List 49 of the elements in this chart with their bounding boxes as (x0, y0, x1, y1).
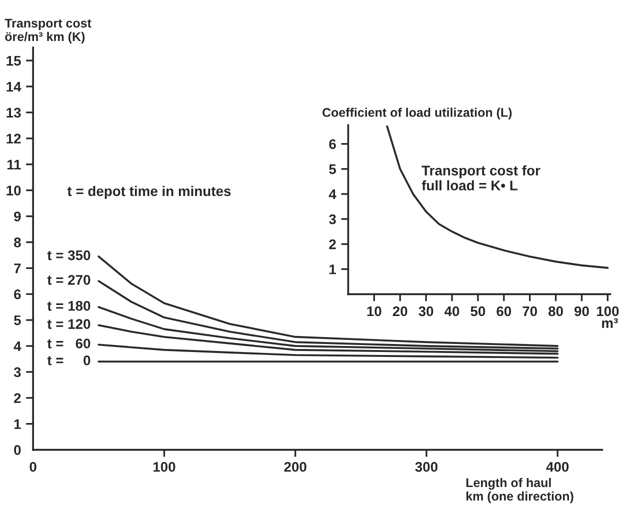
x-tick-label: 0 (30, 462, 36, 472)
y-tick-label: 1 (14, 419, 21, 429)
y-tick-label: 0 (14, 445, 21, 455)
x-axis-title: m³ (602, 318, 618, 328)
x-axis-title: Length of haul km (one direction) (466, 478, 574, 504)
x-tick-label: 20 (392, 306, 408, 316)
y-tick-label: 8 (14, 238, 21, 248)
y-tick-label: 12 (6, 134, 21, 144)
annotation: Transport cost for full load = K• L (422, 165, 540, 190)
series-label: t = 180 (47, 300, 90, 311)
x-tick-label: 300 (415, 462, 438, 472)
y-tick-label: 6 (14, 289, 21, 300)
x-tick-label: 100 (153, 462, 176, 472)
y-tick-label: 2 (329, 239, 336, 250)
x-tick-label: 30 (418, 306, 434, 316)
y-tick-label: 14 (6, 82, 22, 92)
y-axis-title: Transport cost öre/m³ km (K) (4, 18, 92, 44)
x-tick-label: 400 (546, 462, 569, 472)
y-tick-label: 5 (329, 164, 336, 174)
y-tick-label: 11 (7, 160, 21, 170)
x-tick-label: 200 (284, 462, 306, 472)
y-tick-label: 2 (14, 393, 21, 403)
y-tick-label: 4 (14, 341, 22, 352)
series-label: t = 350 (47, 250, 90, 260)
y-tick-label: 13 (6, 108, 21, 118)
y-tick-label: 6 (329, 139, 336, 150)
x-tick-label: 100 (596, 306, 619, 316)
x-tick-label: 70 (522, 306, 537, 316)
series-label: t = 270 (47, 275, 90, 285)
y-tick-label: 3 (328, 214, 336, 224)
y-tick-label: 9 (14, 212, 21, 222)
y-tick-label: 4 (328, 189, 336, 200)
legend-label: t = 120 (47, 319, 90, 329)
x-tick-label: 10 (367, 306, 382, 316)
legend-label: t = 60 (47, 338, 90, 348)
x-tick-label: 60 (496, 306, 512, 316)
x-tick-label: 50 (470, 306, 486, 316)
y-tick-label: 7 (14, 264, 21, 274)
y-tick-label: 15 (6, 56, 21, 66)
y-tick-label: 3 (14, 367, 21, 378)
x-tick-label: 40 (444, 306, 460, 316)
y-tick-label: 10 (6, 186, 21, 196)
y-tick-label: 1 (330, 264, 336, 274)
y-tick-label: 5 (14, 316, 21, 326)
chart-title: Coefficient of load utilization (L) (322, 108, 512, 120)
annotation: t = depot time in minutes (67, 186, 231, 199)
x-tick-label: 80 (548, 306, 563, 316)
x-tick-label: 90 (574, 306, 589, 316)
series-label: t = 0 (47, 355, 90, 366)
